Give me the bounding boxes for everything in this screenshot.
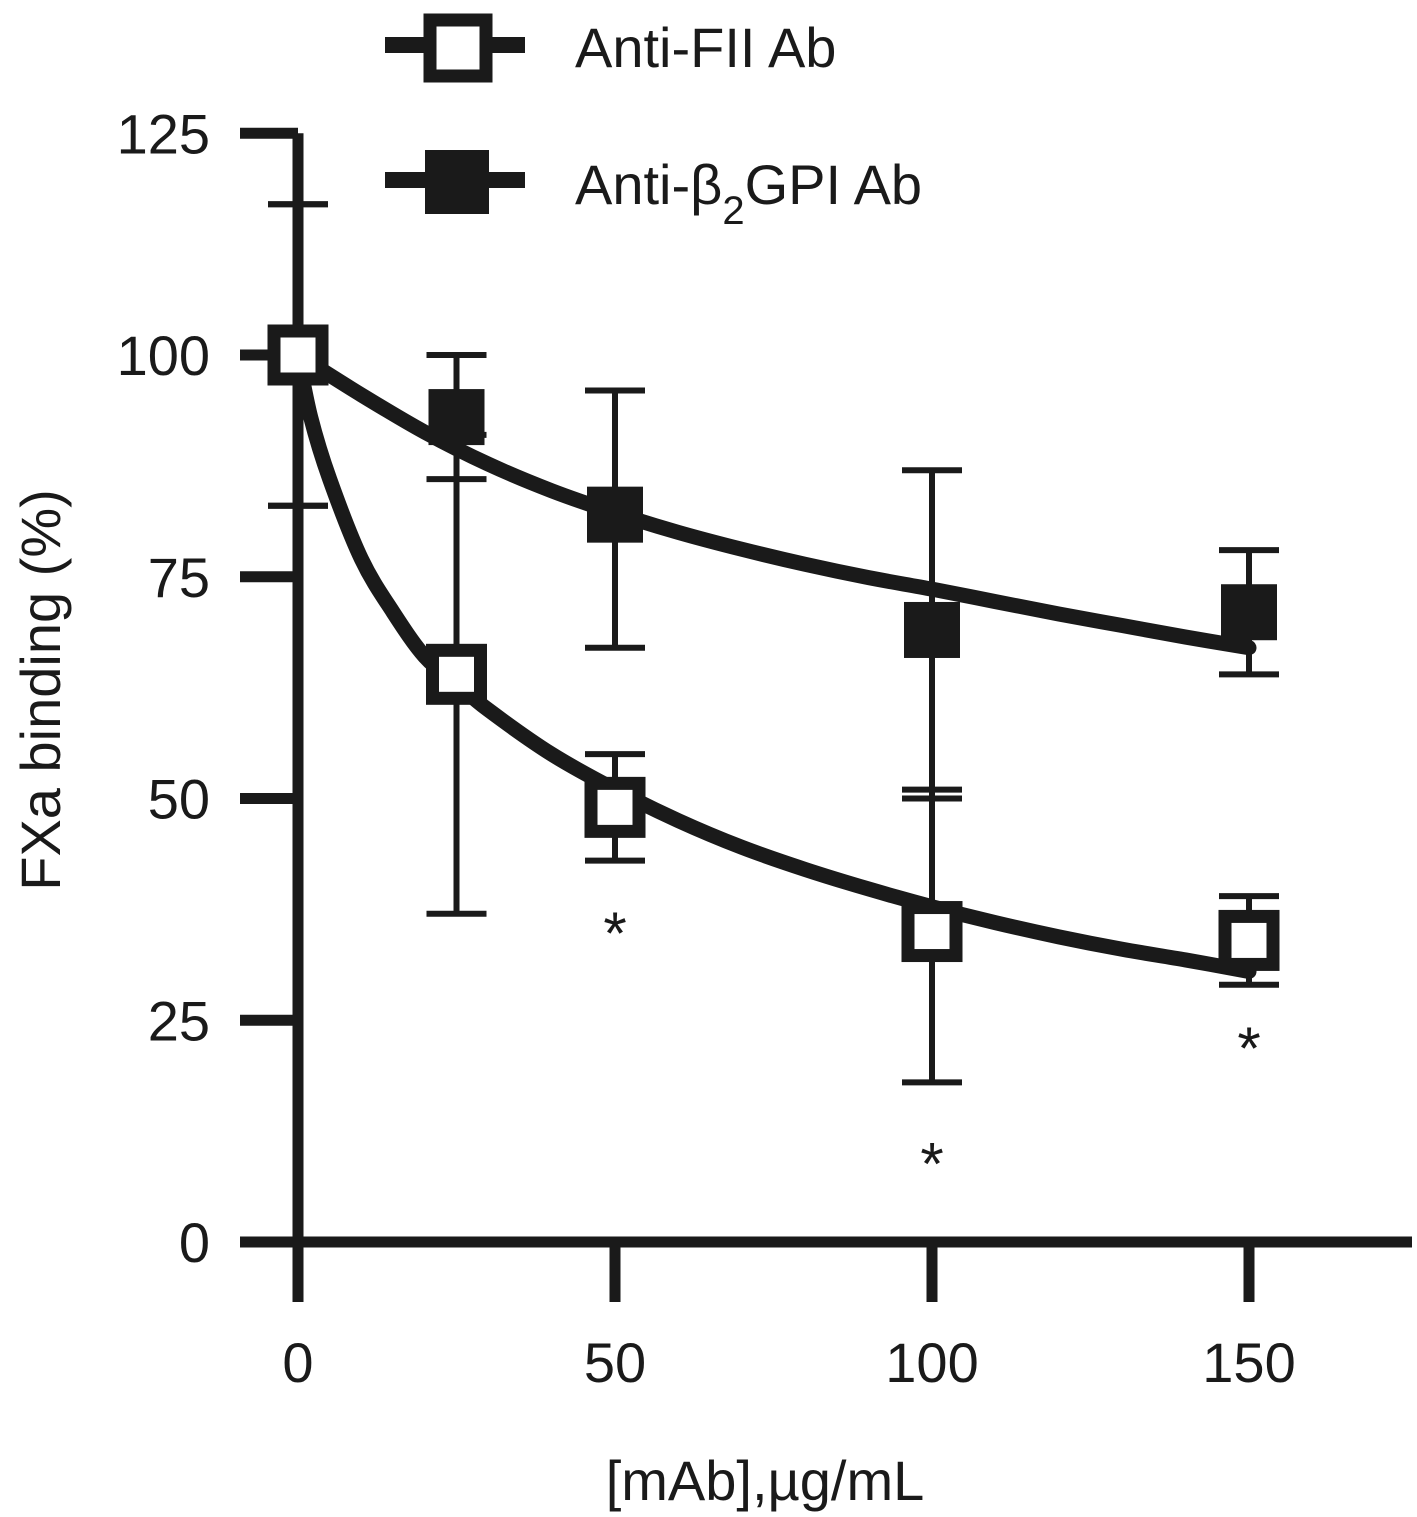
legend: Anti-FII Ab Anti-β2GPI Ab	[385, 13, 922, 233]
marker-anti-fii-0	[267, 324, 329, 386]
x-tick-label-0: 0	[282, 1331, 313, 1394]
significance-annotations: * * *	[603, 900, 1260, 1198]
x-tick-label-100: 100	[885, 1331, 978, 1394]
marker-anti-fii-150	[1218, 909, 1280, 971]
axes: 0 25 50 75 100 125 0 50 100 150	[117, 102, 1412, 1394]
asterisk-2: *	[1237, 1015, 1260, 1082]
y-tick-label-25: 25	[148, 989, 210, 1052]
marker-anti-b2gpi-150	[1221, 584, 1277, 641]
y-tick-label-100: 100	[117, 324, 210, 387]
x-tick-label-50: 50	[584, 1331, 646, 1394]
marker-anti-b2gpi-100	[904, 601, 960, 658]
legend-label-anti-b2gpi: Anti-β2GPI Ab	[575, 153, 922, 233]
data-markers	[267, 324, 1280, 971]
legend-label-anti-b2gpi-main: Anti-	[575, 153, 690, 216]
y-axis-label: FXa binding (%)	[9, 489, 72, 891]
asterisk-0: *	[603, 900, 626, 967]
legend-label-anti-b2gpi-sub: 2	[722, 189, 744, 233]
y-tick-label-0: 0	[179, 1211, 210, 1274]
marker-anti-fii-50	[584, 776, 646, 838]
legend-entry-anti-fii: Anti-FII Ab	[385, 13, 836, 83]
legend-label-anti-fii: Anti-FII Ab	[575, 16, 836, 79]
y-tick-label-125: 125	[117, 102, 210, 165]
legend-swatch-marker-anti-fii	[423, 13, 493, 83]
legend-swatch-marker-anti-b2gpi	[425, 150, 489, 214]
marker-anti-fii-100	[901, 901, 963, 963]
asterisk-1: *	[920, 1130, 943, 1197]
legend-label-anti-b2gpi-greek: β	[690, 153, 722, 216]
y-tick-label-50: 50	[148, 768, 210, 831]
marker-anti-b2gpi-50	[587, 486, 643, 543]
y-tick-label-75: 75	[148, 546, 210, 609]
legend-entry-anti-b2gpi: Anti-β2GPI Ab	[385, 150, 922, 233]
legend-label-anti-b2gpi-rest: GPI Ab	[745, 153, 922, 216]
x-tick-label-150: 150	[1202, 1331, 1295, 1394]
x-axis-label: [mAb],µg/mL	[606, 1449, 925, 1512]
marker-anti-fii-25	[426, 643, 487, 705]
marker-anti-b2gpi-25	[428, 389, 485, 446]
fit-curve-anti-fii	[290, 347, 1257, 979]
